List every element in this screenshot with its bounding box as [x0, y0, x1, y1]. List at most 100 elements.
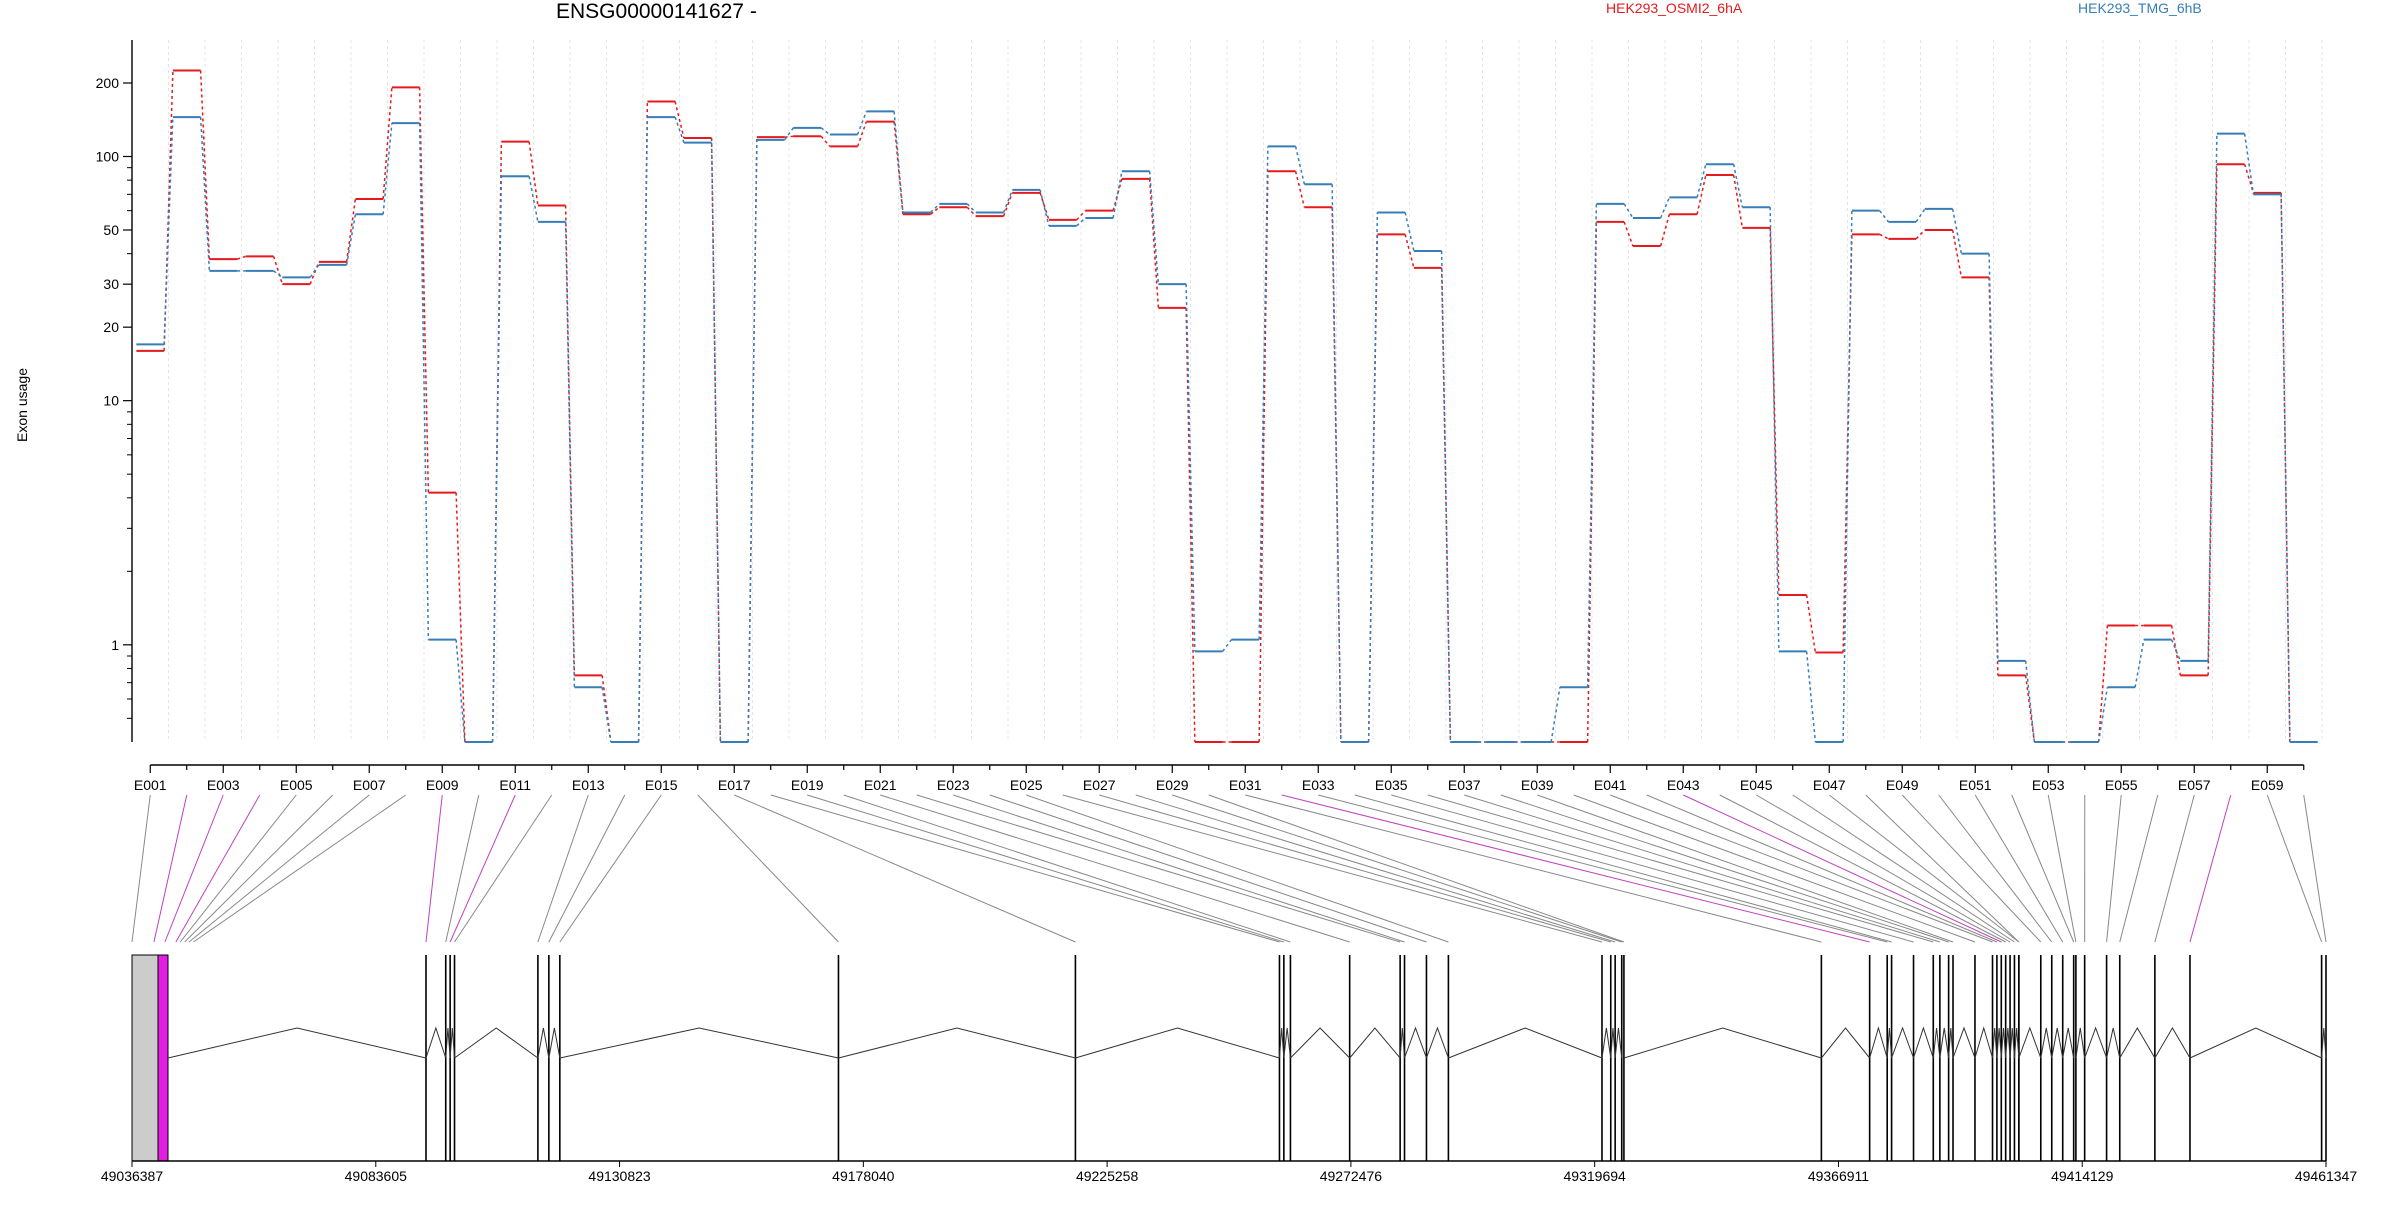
exon-lead-line: [2048, 795, 2076, 942]
exon-lead-line: [2155, 795, 2194, 942]
exon-tick-label: E005: [280, 777, 313, 793]
exon-tick-label: E059: [2251, 777, 2284, 793]
intron-chevron: [2107, 1028, 2120, 1058]
intron-chevron: [2063, 1028, 2074, 1058]
series-connector: [748, 140, 757, 742]
exon-lead-line: [953, 795, 1404, 942]
intron-chevron: [1975, 1028, 1993, 1058]
exon-tick-label: E015: [645, 777, 678, 793]
exon-lead-line: [880, 795, 1349, 942]
intron-chevron: [549, 1028, 560, 1058]
intron-chevron: [538, 1028, 549, 1058]
intron-chevron: [838, 1028, 1075, 1058]
exon-tick-label: E043: [1667, 777, 1700, 793]
genomic-axis-label: 49036387: [101, 1168, 164, 1184]
exon-lead-line: [165, 795, 223, 942]
intron-chevron: [426, 1028, 446, 1058]
intron-chevron: [1933, 1028, 1940, 1058]
genomic-axis-label: 49461347: [2295, 1168, 2358, 1184]
exon-lead-line: [2190, 795, 2231, 942]
exon-lead-line: [1647, 795, 1997, 942]
series-connector: [1916, 230, 1925, 239]
series-connector: [274, 256, 283, 284]
exon-tick-label: E041: [1594, 777, 1627, 793]
genomic-axis-label: 49319694: [1564, 1168, 1627, 1184]
exon-lead-line: [455, 795, 552, 942]
exon-tick-label: E037: [1448, 777, 1481, 793]
exon-tick-label: E023: [937, 777, 970, 793]
exon-tick-label: E017: [718, 777, 751, 793]
exon-tick-label: E009: [426, 777, 459, 793]
exon-lead-line: [807, 795, 1284, 942]
exon-lead-line: [176, 795, 260, 942]
exon-tick-label: E045: [1740, 777, 1773, 793]
intron-chevron: [1953, 1028, 1975, 1058]
intron-chevron: [1350, 1028, 1400, 1058]
exon-lead-line: [917, 795, 1400, 942]
exon-tick-label: E007: [353, 777, 386, 793]
series-connector: [1113, 179, 1122, 211]
exon-lead-line: [2012, 795, 2074, 942]
intron-chevron: [1615, 1028, 1622, 1058]
exon-lead-line: [1683, 795, 2001, 942]
utr-block: [132, 955, 158, 1161]
chart-title: ENSG00000141627 -: [556, 0, 757, 24]
exon-lead-line: [1026, 795, 1448, 942]
intron-chevron: [2041, 1028, 2052, 1058]
exon-lead-line: [185, 795, 333, 942]
exon-tick-label: E031: [1229, 777, 1262, 793]
exon-lead-line: [538, 795, 588, 942]
exon-tick-label: E047: [1813, 777, 1846, 793]
exon-lead-line: [1574, 795, 1975, 942]
series-connector: [931, 204, 940, 213]
exon-tick-label: E013: [572, 777, 605, 793]
exon-tick-label: E025: [1010, 777, 1043, 793]
exon-lead-line: [560, 795, 661, 942]
exon-lead-line: [2267, 795, 2321, 942]
legend-entry-osmi2: HEK293_OSMI2_6hA: [1606, 0, 1742, 16]
intron-chevron: [168, 1028, 426, 1058]
exon-lead-line: [2120, 795, 2158, 942]
exon-tick-label: E001: [134, 777, 167, 793]
exon-lead-line: [2107, 795, 2122, 942]
intron-chevron: [1892, 1028, 1914, 1058]
series-connector: [201, 117, 210, 271]
intron-chevron: [1870, 1028, 1888, 1058]
exon-tick-label: E053: [2032, 777, 2065, 793]
exon-lead-line: [450, 795, 515, 942]
exon-lead-line: [446, 795, 479, 942]
series-connector: [493, 176, 502, 742]
genomic-axis-label: 49414129: [2051, 1168, 2114, 1184]
exon-tick-label: E021: [864, 777, 897, 793]
genomic-axis-label: 49225258: [1076, 1168, 1139, 1184]
y-tick-label: 1: [111, 637, 119, 653]
series-connector: [1150, 171, 1159, 284]
series-connector: [2172, 626, 2181, 676]
genomic-axis-label: 49272476: [1320, 1168, 1383, 1184]
exon-tick-label: E033: [1302, 777, 1335, 793]
intron-chevron: [1940, 1028, 1949, 1058]
y-tick-label: 200: [96, 75, 120, 91]
intron-chevron: [1448, 1028, 1602, 1058]
intron-chevron: [2120, 1028, 2155, 1058]
intron-chevron: [2190, 1028, 2322, 1058]
genomic-axis-label: 49178040: [832, 1168, 895, 1184]
intron-chevron: [560, 1028, 839, 1058]
genomic-axis-label: 49366911: [1808, 1168, 1869, 1184]
series-connector: [383, 87, 392, 199]
series-connector: [1077, 211, 1086, 220]
y-tick-label: 100: [96, 148, 120, 164]
intron-chevron: [1914, 1028, 1934, 1058]
y-axis-label: Exon usage: [14, 368, 30, 442]
intron-chevron: [1075, 1028, 1279, 1058]
series-connector: [1843, 211, 1852, 742]
intron-chevron: [2155, 1028, 2190, 1058]
y-tick-label: 50: [103, 222, 119, 238]
y-tick-label: 10: [103, 393, 119, 409]
genomic-axis-label: 49130823: [588, 1168, 651, 1184]
intron-chevron: [2052, 1028, 2063, 1058]
exon-lead-line: [549, 795, 625, 942]
series-connector: [1661, 214, 1670, 246]
